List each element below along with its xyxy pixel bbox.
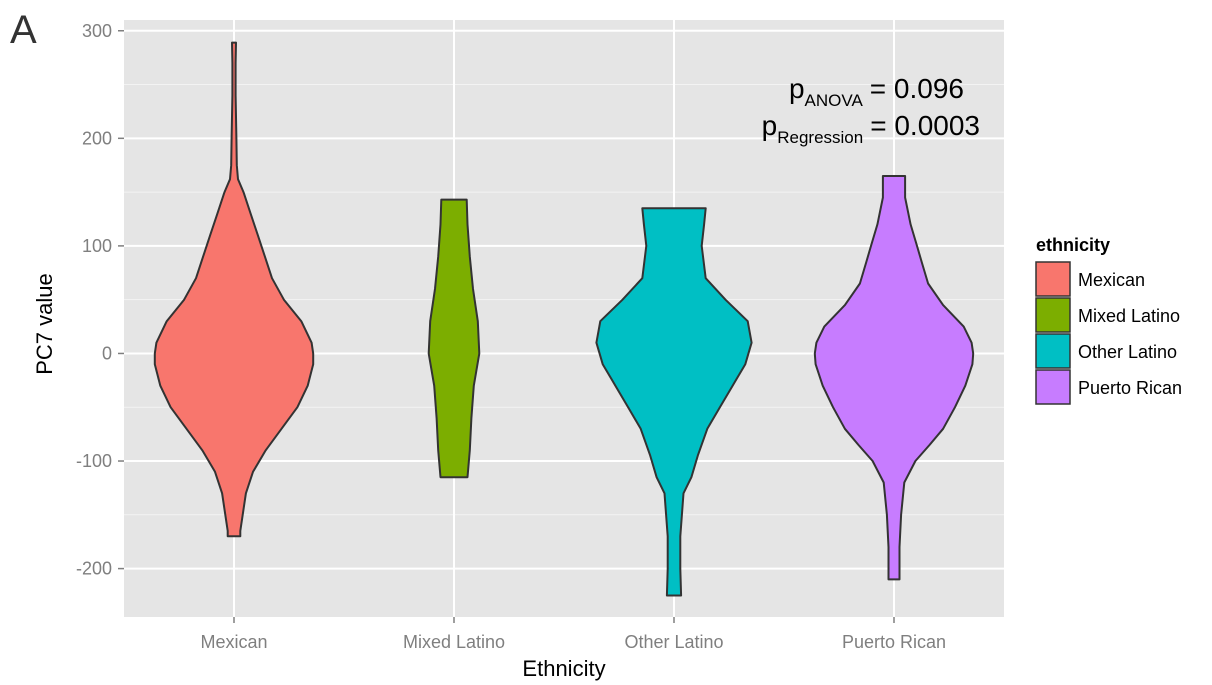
p-anova-value: = 0.096 [870,73,964,104]
y-axis: -200 -100 0 100 200 300 [76,21,124,579]
x-tick-label: Mexican [200,632,267,652]
legend-label: Mixed Latino [1078,306,1180,326]
p-regression-value: = 0.0003 [870,110,980,141]
legend-label: Puerto Rican [1078,378,1182,398]
x-tick-label: Puerto Rican [842,632,946,652]
violin-mexican [153,41,315,538]
violin-other-latino [595,207,753,597]
legend-title: ethnicity [1036,235,1110,255]
panel-label: A [10,8,37,52]
y-axis-title: PC7 value [32,273,57,375]
y-tick-label: 100 [82,236,112,256]
violin-mixed-latino [427,198,481,479]
violins [153,41,975,597]
legend-swatch [1035,261,1071,297]
legend-swatch [1035,333,1071,369]
y-tick-label: -200 [76,559,112,579]
p-anova-base: p [789,73,805,104]
violin-puerto-rican [813,175,975,581]
legend-swatch [1035,297,1071,333]
legend: ethnicity Mexican Mixed Latino Other Latin… [1020,228,1208,418]
p-anova-subscript: ANOVA [805,91,864,110]
legend-items: Mexican Mixed Latino Other Latino Puerto Ri… [1035,261,1182,405]
y-tick-label: -100 [76,451,112,471]
p-regression-base: p [762,110,778,141]
legend-label: Other Latino [1078,342,1177,362]
y-tick-label: 0 [102,343,112,363]
p-regression-subscript: Regression [777,128,863,147]
x-axis-title: Ethnicity [522,656,605,681]
p-regression-text: pRegression = 0.0003 [762,110,980,147]
y-tick-label: 200 [82,128,112,148]
p-value-annotation: pANOVA = 0.096 pRegression = 0.0003 [762,73,980,147]
x-axis: Mexican Mixed Latino Other Latino Puerto Ri… [200,617,946,652]
legend-swatch [1035,369,1071,405]
legend-label: Mexican [1078,270,1145,290]
p-anova-text: pANOVA = 0.096 [789,73,964,110]
x-tick-label: Mixed Latino [403,632,505,652]
y-tick-label: 300 [82,21,112,41]
x-tick-label: Other Latino [624,632,723,652]
